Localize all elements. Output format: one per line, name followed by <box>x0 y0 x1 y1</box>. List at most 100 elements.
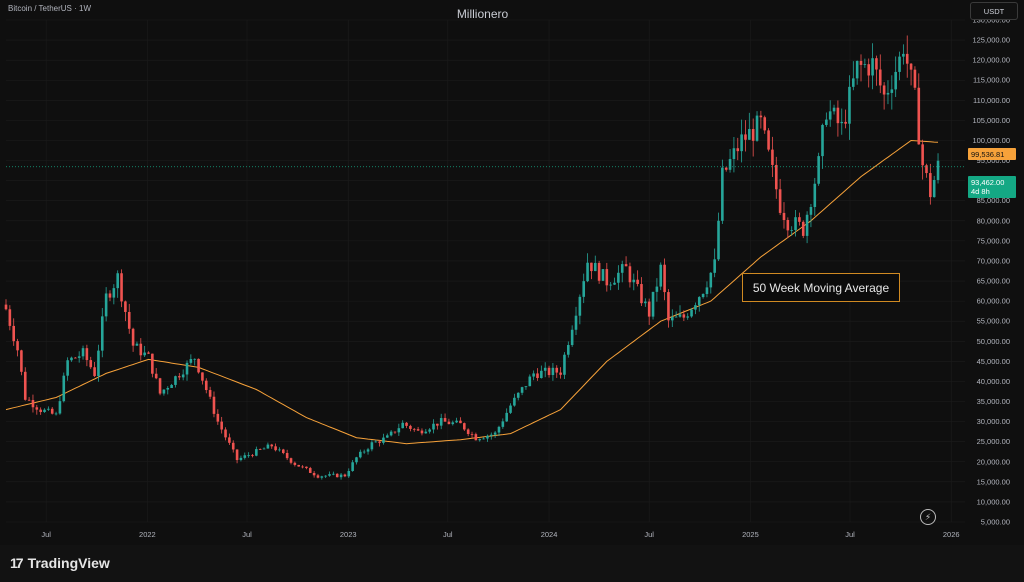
price-chart[interactable]: 5,000.00 10,000.00 15,000.00 20,000.00 25,00… <box>0 0 1024 545</box>
candle-down <box>605 262 609 292</box>
candle-down <box>289 457 293 465</box>
candle-up <box>509 403 512 415</box>
candle-down <box>258 448 262 450</box>
candle-up <box>77 351 81 363</box>
y-tick-label: 5,000.00 <box>981 518 1010 527</box>
candle-up <box>748 112 751 140</box>
candle-down <box>929 163 932 205</box>
candle-body <box>767 130 770 150</box>
candle-body <box>104 293 108 317</box>
candle-body <box>663 264 666 293</box>
y-tick-label: 40,000.00 <box>977 377 1010 386</box>
candle-body <box>655 286 659 292</box>
candle-body <box>732 148 736 160</box>
candle-body <box>439 418 443 426</box>
candle-up <box>324 475 327 479</box>
candle-body <box>255 449 258 456</box>
candle-body <box>890 89 894 93</box>
candle-body <box>239 457 243 461</box>
candle-down <box>913 66 917 91</box>
candle-down <box>905 35 909 78</box>
candle-down <box>878 54 882 94</box>
candle-body <box>424 431 428 434</box>
candle-body <box>786 220 790 231</box>
candle-up <box>540 365 543 379</box>
candle-body <box>905 53 909 64</box>
candle-up <box>401 420 404 429</box>
candle-body <box>728 159 732 170</box>
candle-down <box>93 362 96 377</box>
candle-body <box>586 262 589 282</box>
candle-body <box>443 418 447 422</box>
candle-up <box>593 255 597 272</box>
candle-body <box>251 455 254 457</box>
candle-up <box>70 356 73 362</box>
candle-body <box>166 387 170 390</box>
candle-down <box>208 386 212 400</box>
lightning-icon[interactable]: ⚡ <box>920 509 936 525</box>
candle-body <box>178 376 181 378</box>
candle-up <box>497 425 501 436</box>
candle-up <box>328 471 331 477</box>
y-tick-label: 95,000.00 <box>977 156 1010 165</box>
candle-up <box>351 460 354 472</box>
candle-body <box>489 434 493 436</box>
candle-body <box>120 273 123 302</box>
candle-up <box>489 432 493 440</box>
candle-body <box>270 444 274 447</box>
candle-up <box>670 309 674 328</box>
candle-down <box>23 367 27 401</box>
candle-body <box>640 284 643 304</box>
candle-up <box>58 395 62 415</box>
candle-body <box>366 449 370 452</box>
candle-body <box>393 431 397 433</box>
candle-down <box>178 373 181 381</box>
candle-down <box>917 73 921 145</box>
candle-down <box>12 318 16 346</box>
candle-down <box>420 428 424 436</box>
candle-down <box>251 453 254 458</box>
candle-down <box>667 289 670 328</box>
candle-down <box>201 372 204 385</box>
candle-body <box>759 115 763 118</box>
x-tick-label: 2023 <box>340 530 357 539</box>
candle-down <box>285 449 289 461</box>
candle-down <box>312 470 316 478</box>
candle-down <box>308 466 312 474</box>
candle-down <box>867 58 871 88</box>
candle-body <box>936 160 940 180</box>
candle-body <box>524 386 528 388</box>
candle-up <box>262 447 266 450</box>
candle-up <box>332 471 335 476</box>
brand[interactable]: 17 TradingView <box>10 555 110 571</box>
candle-up <box>732 136 736 173</box>
candle-up <box>902 44 905 65</box>
candle-up <box>848 75 851 140</box>
candle-up <box>181 369 185 381</box>
candle-up <box>809 203 813 228</box>
candle-down <box>139 338 143 361</box>
candle-up <box>505 408 508 422</box>
chart-area[interactable]: 5,000.00 10,000.00 15,000.00 20,000.00 25,00… <box>0 0 1024 545</box>
candle-body <box>782 212 786 221</box>
candle-body <box>343 474 347 477</box>
candle-body <box>686 316 689 318</box>
candle-body <box>335 473 339 478</box>
candle-up <box>578 294 582 325</box>
candle-down <box>282 448 285 455</box>
candle-up <box>813 177 817 216</box>
candle-body <box>659 264 663 287</box>
x-tick-label: Jul <box>845 530 855 539</box>
candle-body <box>794 217 797 231</box>
candle-body <box>74 357 77 359</box>
candle-up <box>794 209 797 237</box>
candle-down <box>882 82 886 110</box>
candle-body <box>35 407 39 410</box>
price-axis: 5,000.00 10,000.00 15,000.00 20,000.00 25,00… <box>972 16 1010 527</box>
candle-up <box>389 430 393 437</box>
currency-button[interactable]: USDT <box>970 2 1018 20</box>
candle-up <box>432 419 435 434</box>
y-tick-label: 120,000.00 <box>972 56 1010 65</box>
candle-body <box>886 92 890 95</box>
candle-body <box>85 348 89 361</box>
